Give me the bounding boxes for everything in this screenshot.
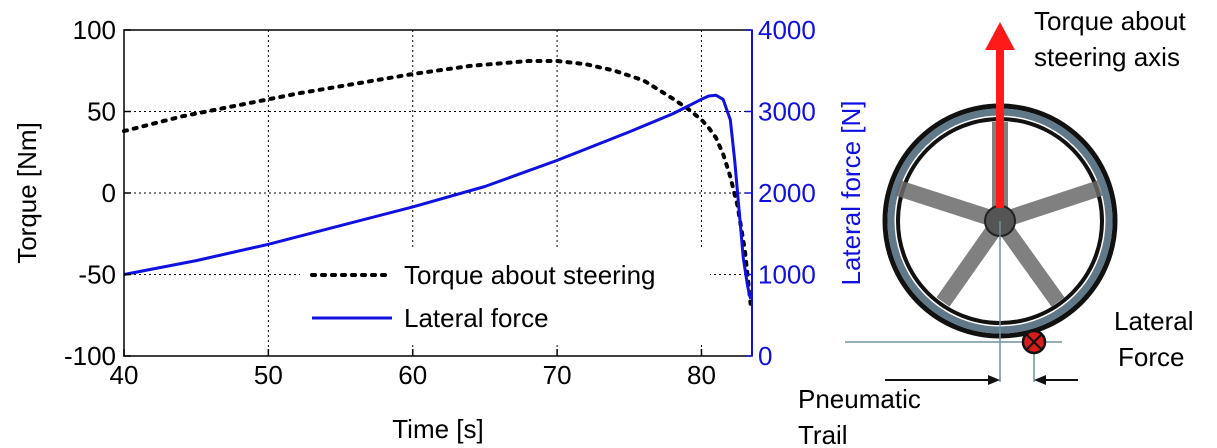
torque-lateral-chart: 40 50 60 70 80-100-5005010001000200030004000… <box>12 15 866 444</box>
y-left-tick-label: -100 <box>64 341 116 371</box>
torque-series-line <box>122 59 753 306</box>
y-left-tick-label: 50 <box>87 97 116 127</box>
x-tick-label: 50 <box>254 360 283 390</box>
spoke-right <box>997 180 1103 229</box>
y-right-tick-label: 3000 <box>758 97 816 127</box>
legend-label-torque: Torque about steering <box>404 260 656 290</box>
lateral-label-line1: Lateral <box>1114 306 1194 336</box>
y-right-tick-label: 1000 <box>758 260 816 290</box>
series-layer <box>122 59 753 306</box>
y-right-tick-label: 0 <box>758 341 772 371</box>
y-axis-left-label: Torque [Nm] <box>12 122 42 264</box>
torque-label-line2: steering axis <box>1034 42 1180 72</box>
legend-box <box>300 250 710 344</box>
y-right-tick-label: 4000 <box>758 15 816 45</box>
y-right-tick-label: 2000 <box>758 178 816 208</box>
y-left-tick-label: 100 <box>73 15 116 45</box>
spoke-lower-left <box>936 216 1007 307</box>
torque-label-line1: Torque about <box>1034 6 1187 36</box>
y-axis-right-label: Lateral force [N] <box>836 101 866 286</box>
trail-label-line1: Pneumatic <box>798 384 921 414</box>
lateral-force-series-line <box>123 93 753 300</box>
x-axis-label: Time [s] <box>392 414 483 444</box>
lateral-label-line2: Force <box>1118 342 1184 372</box>
force-marker-x2 <box>1026 334 1042 350</box>
torque-arrow-head <box>985 22 1015 50</box>
trail-arrow-right-head <box>1034 375 1046 385</box>
legend-label-lateral: Lateral force <box>404 303 549 333</box>
x-tick-label: 60 <box>398 360 427 390</box>
y-left-tick-label: 0 <box>102 178 116 208</box>
legend: Torque about steering Lateral force <box>300 250 710 344</box>
trail-label-line2: Trail <box>798 420 848 448</box>
x-tick-label: 80 <box>687 360 716 390</box>
wheel-diagram: Torque about steering axis Lateral Force… <box>798 6 1194 448</box>
y-left-tick-label: -50 <box>78 260 116 290</box>
spoke-lower-right <box>993 216 1065 307</box>
x-tick-label: 70 <box>543 360 572 390</box>
x-tick-label: 40 <box>110 360 139 390</box>
spoke-left <box>895 180 1003 229</box>
trail-arrow-left-head <box>988 375 1000 385</box>
lateral-force-marker <box>1021 329 1047 355</box>
